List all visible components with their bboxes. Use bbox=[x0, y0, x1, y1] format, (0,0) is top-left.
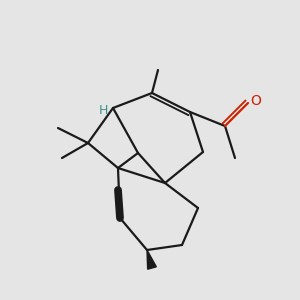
Polygon shape bbox=[147, 250, 156, 269]
Text: H: H bbox=[98, 103, 108, 116]
Text: O: O bbox=[250, 94, 261, 108]
